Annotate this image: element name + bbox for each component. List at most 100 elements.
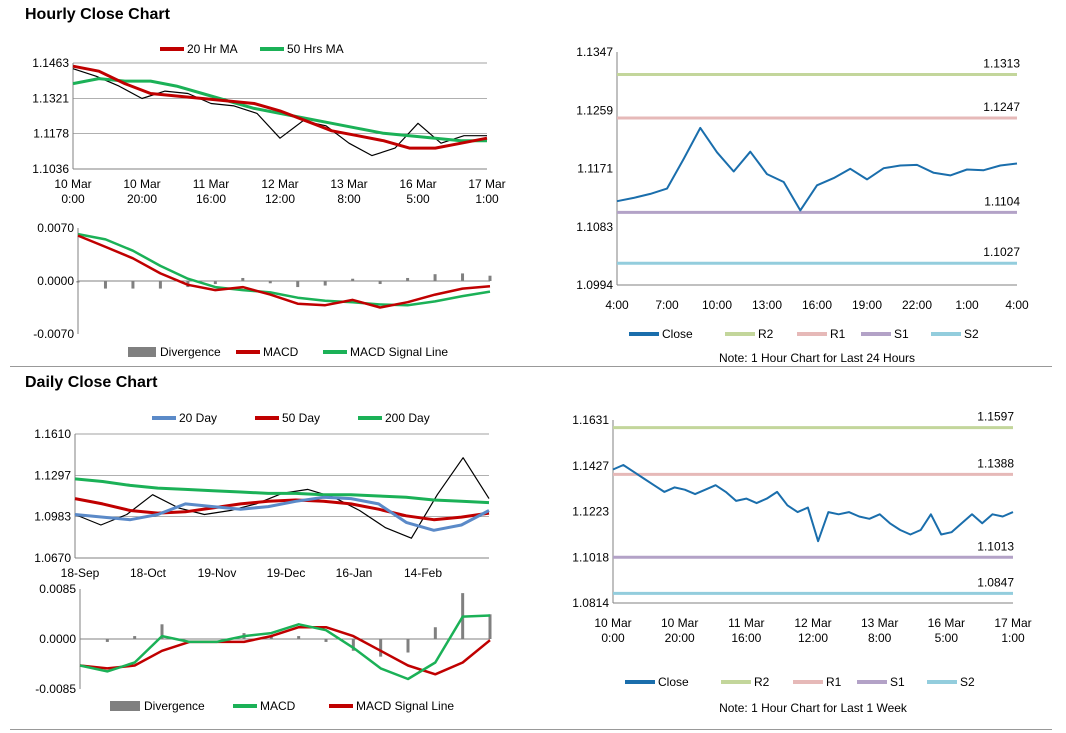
hourly-price-x-tick-time: 16:00 [196,192,226,206]
hourly-price-x-tick-date: 12 Mar [261,177,298,191]
hourly-price-x-tick-time: 8:00 [337,192,361,206]
pivotweek-y-tick: 1.1018 [572,550,609,564]
pivot24-x-tick: 4:00 [605,298,629,312]
daily-price-y-tick: 1.1297 [34,468,71,482]
hourly-macd-y-tick: 0.0070 [37,221,74,235]
daily-price-x-tick: 18-Sep [61,566,100,580]
pivotweek-x-tick-date: 12 Mar [794,616,831,630]
pivotweek-legend-close-label: Close [658,675,689,689]
hourly-price-x-tick-time: 5:00 [406,192,430,206]
hourly-macd-line [77,234,491,309]
pivotweek-y-tick: 1.1631 [572,413,609,427]
daily-ma20-line [74,495,490,532]
hourly-price-x-tick-time: 1:00 [475,192,499,206]
pivot24-x-tick: 13:00 [752,298,782,312]
hourly-price-x-tick-date: 10 Mar [54,177,91,191]
hourly-price-y-tick: 1.1463 [32,56,69,70]
hourly-price-y-tick: 1.1321 [32,91,69,105]
pivotweek-level-label: 1.1597 [977,410,1014,424]
pivotweek-close-line [612,464,1014,543]
daily-ma50-line [74,497,490,522]
pivot24-level-label: 1.1313 [983,56,1020,70]
pivotweek-x-tick-date: 17 Mar [994,616,1031,630]
hourly-legend-divergence-swatch [128,347,156,357]
pivotweek-legend-r2-label: R2 [754,675,770,689]
daily-legend-divergence-label: Divergence [144,699,205,713]
hourly-legend-ma20-label: 20 Hr MA [187,42,238,56]
pivotweek-x-tick-time: 1:00 [1001,631,1025,645]
pivot24-x-tick: 16:00 [802,298,832,312]
daily-macd-y-tick: -0.0085 [35,682,76,696]
pivotweek-x-tick-date: 13 Mar [861,616,898,630]
hourly-price-x-tick-date: 16 Mar [399,177,436,191]
pivot24-y-tick: 1.1171 [577,162,613,176]
hourly-legend-divergence-label: Divergence [160,345,221,359]
hourly-price-x-tick-time: 12:00 [265,192,295,206]
daily-macd-y-tick: 0.0085 [39,582,76,596]
section-divider [10,366,1052,367]
daily-ma200-line [74,477,490,505]
daily-price-x-tick: 18-Oct [130,566,167,580]
hourly-legend-macd-label: MACD [263,345,299,359]
pivotweek-x-tick-date: 10 Mar [661,616,698,630]
hourly-price-line [72,68,487,157]
pivotweek-level-label: 1.1013 [977,539,1014,553]
pivot24-legend-r2-label: R2 [758,327,774,341]
pivot24-x-tick: 10:00 [702,298,732,312]
daily-price-y-tick: 1.0983 [34,510,71,524]
hourly-legend-ma50-label: 50 Hrs MA [287,42,344,56]
daily-price-x-tick: 16-Jan [336,566,373,580]
pivotweek-x-tick-time: 0:00 [601,631,625,645]
hourly-price-x-tick-time: 0:00 [61,192,85,206]
daily-price-x-tick: 19-Dec [267,566,306,580]
daily-legend-50-label: 50 Day [282,411,320,425]
pivot24-x-tick: 4:00 [1005,298,1029,312]
hourly-price-x-tick-date: 11 Mar [193,177,229,191]
pivot24-y-tick: 1.1083 [576,220,613,234]
hourly-price-x-tick-date: 13 Mar [330,177,367,191]
pivot24-x-tick: 19:00 [852,298,882,312]
pivot24-legend-s1-label: S1 [894,327,909,341]
hourly-macd-y-tick: 0.0000 [37,274,74,288]
daily-price-x-tick: 19-Nov [198,566,237,580]
hourly-price-x-tick-time: 20:00 [127,192,157,206]
pivot24-level-label: 1.1247 [983,100,1020,114]
hourly-price-y-tick: 1.1178 [33,127,69,141]
pivotweek-legend-r1-label: R1 [826,675,842,689]
pivot24-level-label: 1.1027 [983,245,1020,259]
pivotweek-x-tick-time: 5:00 [935,631,959,645]
pivotweek-x-tick-time: 8:00 [868,631,892,645]
pivot24-x-tick: 7:00 [655,298,679,312]
pivot24-legend-close-label: Close [662,327,693,341]
pivot24-level-label: 1.1104 [984,194,1020,208]
daily-price-y-tick: 1.1610 [34,427,71,441]
daily-legend-macd-label: MACD [260,699,296,713]
pivotweek-note: Note: 1 Hour Chart for Last 1 Week [719,701,908,715]
hourly-macd-y-tick: -0.0070 [33,327,74,341]
hourly-price-x-tick-date: 17 Mar [468,177,505,191]
daily-legend-20-label: 20 Day [179,411,217,425]
pivot24-legend-r1-label: R1 [830,327,846,341]
pivot24-y-tick: 1.1347 [576,45,613,59]
hourly-signal-line [77,232,491,307]
hourly-price-y-tick: 1.1036 [32,162,69,176]
pivot24-close-line [616,126,1018,212]
pivotweek-legend-s2-label: S2 [960,675,975,689]
pivotweek-x-tick-date: 16 Mar [928,616,965,630]
daily-legend-signal-label: MACD Signal Line [356,699,454,713]
pivotweek-legend-s1-label: S1 [890,675,905,689]
pivotweek-y-tick: 1.0814 [572,596,609,610]
hourly-ma20-line [72,64,488,150]
daily-price-y-tick: 1.0670 [34,551,71,565]
pivot24-note: Note: 1 Hour Chart for Last 24 Hours [719,351,915,365]
daily-legend-200-label: 200 Day [385,411,430,425]
hourly-legend-signal-label: MACD Signal Line [350,345,448,359]
daily-price-x-tick: 14-Feb [404,566,442,580]
pivotweek-level-label: 1.1388 [977,456,1014,470]
hourly-price-x-tick-date: 10 Mar [123,177,160,191]
bottom-divider [10,729,1052,730]
pivot24-x-tick: 22:00 [902,298,932,312]
pivotweek-x-tick-time: 16:00 [731,631,761,645]
pivot24-x-tick: 1:00 [955,298,979,312]
